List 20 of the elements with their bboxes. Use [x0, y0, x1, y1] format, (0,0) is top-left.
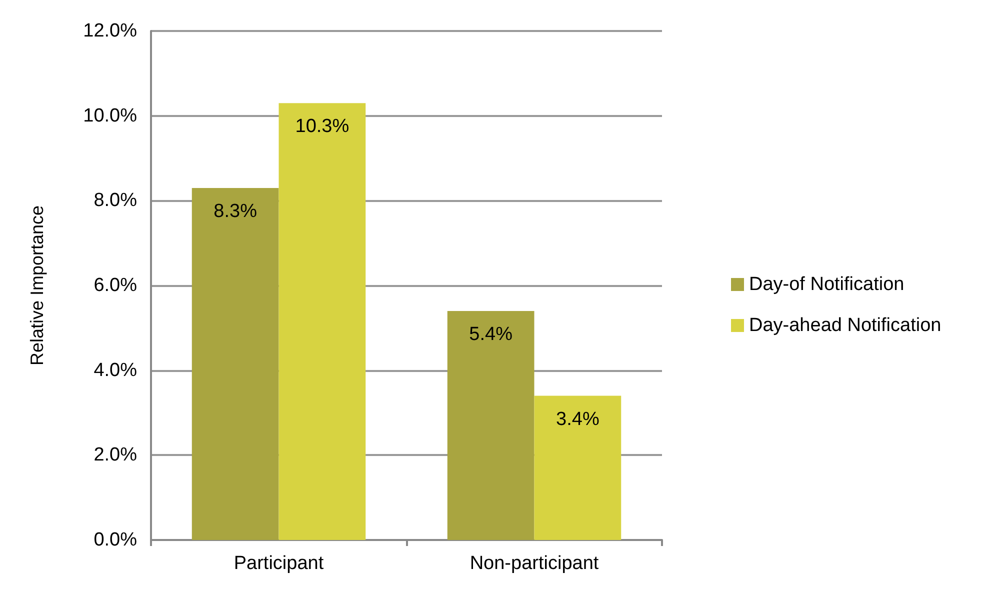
- legend-label: Day-ahead Notification: [749, 315, 942, 336]
- y-tick-label: 6.0%: [94, 275, 138, 296]
- x-tick-label: Participant: [234, 553, 324, 574]
- legend-label: Day-of Notification: [749, 274, 904, 295]
- y-tick-label: 8.0%: [94, 190, 138, 212]
- data-label: 10.3%: [295, 116, 350, 138]
- y-tick-label: 4.0%: [94, 360, 138, 381]
- bar: [447, 310, 534, 540]
- y-tick-label: 2.0%: [94, 444, 138, 466]
- y-tick-label: 0.0%: [94, 530, 138, 550]
- bar: [192, 188, 279, 540]
- data-label: 3.4%: [556, 408, 600, 430]
- y-axis-title: Relative Importance: [27, 205, 47, 366]
- y-tick-label: 10.0%: [83, 105, 138, 126]
- data-label: 5.4%: [469, 324, 513, 345]
- bar: [278, 103, 366, 540]
- x-tick-label: Non-participant: [470, 553, 600, 574]
- data-label: 8.3%: [214, 200, 258, 222]
- y-tick-label: 12.0%: [83, 20, 138, 42]
- bar: [534, 396, 622, 540]
